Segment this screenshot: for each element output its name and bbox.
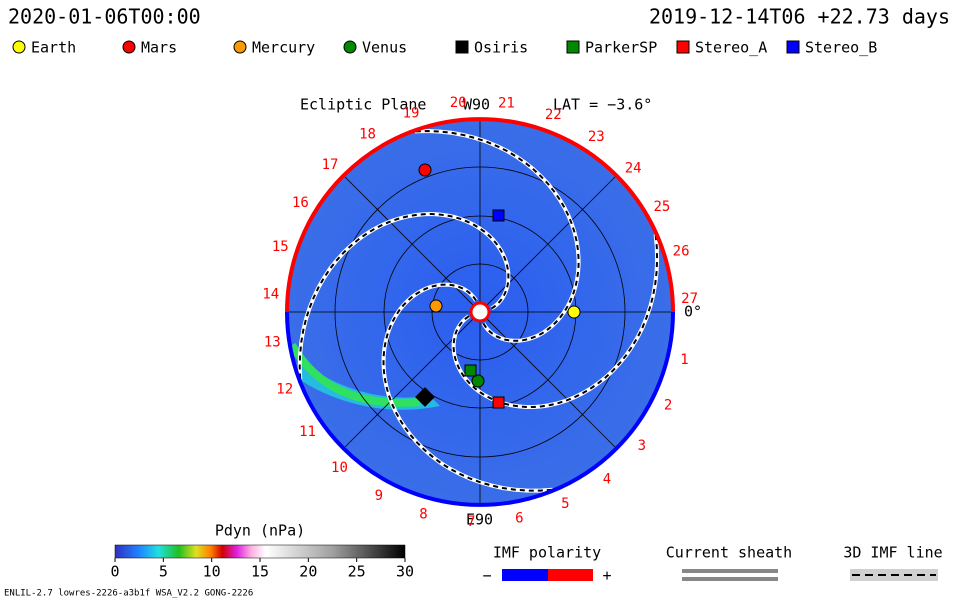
imf-polarity-title: IMF polarity: [493, 544, 601, 562]
plot-title: Ecliptic Plane: [300, 96, 426, 114]
polarity-negative-swatch: [502, 569, 548, 581]
colorbar-tick-label: 25: [348, 563, 366, 581]
legend-label: ParkerSP: [585, 39, 657, 57]
bottom-label: E90: [466, 511, 493, 529]
day-label: 9: [375, 488, 383, 504]
imf-spiral-bg: [414, 128, 581, 343]
day-label: 7: [467, 514, 475, 530]
cme-front: [300, 360, 440, 410]
rim-inward: [285, 311, 675, 507]
day-label: 16: [292, 195, 309, 211]
colorbar-title: Pdyn (nPa): [215, 522, 305, 540]
day-label: 20: [450, 95, 467, 111]
day-label: 5: [561, 496, 569, 512]
day-label: 26: [673, 243, 690, 259]
day-label: 21: [498, 96, 515, 112]
imf-spiral-bg: [297, 211, 511, 380]
colorbar-tick-label: 5: [159, 563, 168, 581]
date: 2020-01-06T00:00: [8, 5, 201, 29]
day-label: 22: [545, 107, 562, 123]
day-label: 2: [664, 397, 672, 413]
footer: ENLIL-2.7 lowres-2226-a3b1f WSA_V2.2 GON…: [4, 589, 253, 599]
imf-line-title: 3D IMF line: [843, 544, 942, 562]
day-label: 25: [653, 199, 670, 215]
legend-marker: [343, 40, 357, 54]
legend-marker: [566, 40, 580, 54]
disk: [285, 117, 675, 507]
day-label: 8: [419, 506, 427, 522]
day-label: 18: [359, 127, 376, 143]
mars: [418, 163, 432, 177]
polarity-positive-swatch: [548, 569, 593, 581]
day-label: 24: [625, 160, 642, 176]
day-label: 12: [276, 381, 293, 397]
current-sheath-title: Current sheath: [666, 544, 792, 562]
legend: Earth Mars Mercury Venus Osiris ParkerSP Stere…: [12, 39, 877, 57]
day-label: 17: [322, 157, 339, 173]
stereo-b: [492, 209, 505, 222]
legend-label: Mercury: [252, 39, 315, 57]
top-label: W90: [463, 96, 490, 114]
legend-label: Earth: [31, 39, 76, 57]
parker-sp: [464, 364, 477, 377]
venus: [471, 374, 485, 388]
day-label: 4: [603, 471, 611, 487]
reference-time: 2019-12-14T06 +22.73 days: [649, 5, 950, 29]
day-label: 13: [264, 335, 281, 351]
legend-label: Venus: [362, 39, 407, 57]
legend-marker: [233, 40, 247, 54]
imf-negative: −: [482, 567, 491, 585]
colorbar-tick-label: 15: [251, 563, 269, 581]
stereo-a: [492, 396, 505, 409]
day-label: 10: [331, 460, 348, 476]
legend-label: Stereo_B: [805, 39, 877, 57]
day-label: 3: [638, 438, 646, 454]
legend-label: Stereo_A: [695, 39, 767, 57]
imf-spiral-bg: [381, 282, 553, 493]
right-label: 0°: [684, 303, 702, 321]
earth: [567, 305, 581, 319]
legend-marker: [455, 40, 469, 54]
colorbar-tick-label: 10: [203, 563, 221, 581]
day-label: 27: [681, 291, 698, 307]
imf-positive: +: [602, 567, 611, 585]
day-label: 19: [403, 106, 420, 122]
lat-label: LAT = −3.6°: [553, 96, 652, 114]
colorbar-tick-label: 30: [396, 563, 414, 581]
colorbar: [114, 544, 406, 559]
day-label: 15: [272, 239, 289, 255]
legend-marker: [122, 40, 136, 54]
sun: [469, 301, 491, 323]
osiris: [415, 387, 435, 407]
mercury: [429, 299, 443, 313]
colorbar-tick-label: 20: [299, 563, 317, 581]
imf-spiral-bg: [451, 234, 660, 409]
rim-outward: [285, 117, 675, 313]
legend-label: Mars: [141, 39, 177, 57]
legend-label: Osiris: [474, 39, 528, 57]
colorbar-tick-label: 0: [110, 563, 119, 581]
day-label: 23: [588, 129, 605, 145]
legend-marker: [12, 40, 26, 54]
legend-marker: [676, 40, 690, 54]
legend-marker: [786, 40, 800, 54]
day-label: 14: [262, 286, 279, 302]
day-label: 11: [299, 424, 316, 440]
day-label: 6: [515, 510, 523, 526]
day-label: 1: [680, 352, 688, 368]
